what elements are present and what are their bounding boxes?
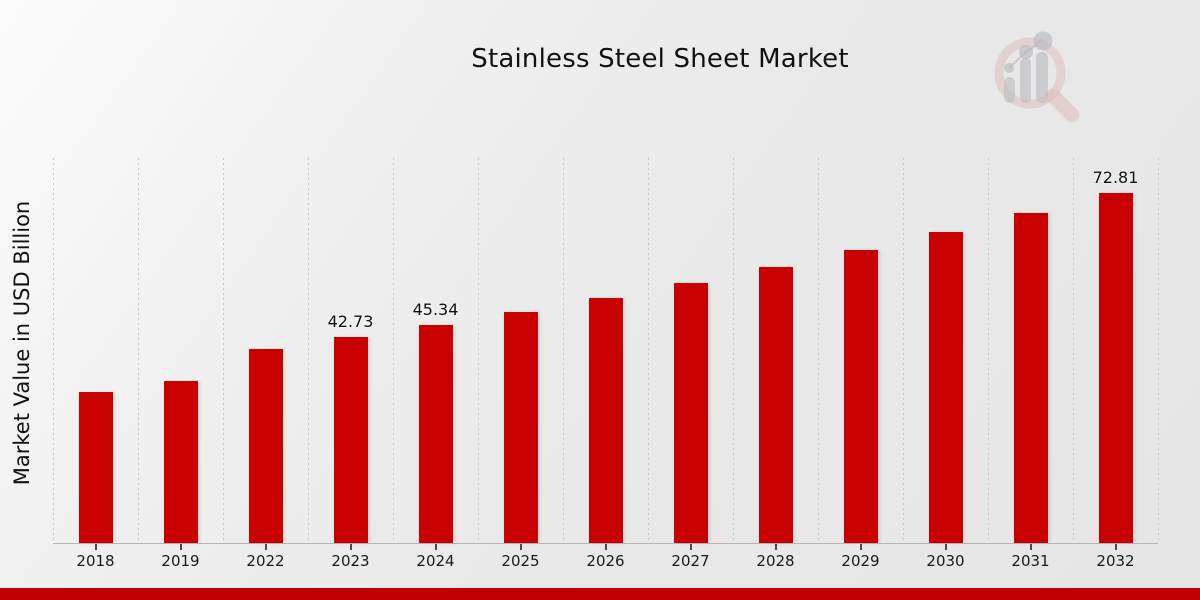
x-axis-tick	[349, 544, 352, 550]
gridline	[903, 158, 904, 543]
value-label-2023: 42.73	[327, 312, 374, 331]
gridline	[1158, 158, 1159, 543]
y-axis-title: Market Value in USD Billion	[10, 200, 34, 486]
bar-2028	[758, 267, 793, 543]
footer-red-band	[0, 588, 1200, 600]
x-axis-label-2023: 2023	[331, 552, 370, 570]
x-axis-label-2030: 2030	[926, 552, 965, 570]
gridline	[648, 158, 649, 543]
gridline	[393, 158, 394, 543]
x-axis-tick	[604, 544, 607, 550]
gridline	[818, 158, 819, 543]
gridline	[53, 158, 54, 543]
bar-2025	[503, 312, 538, 543]
x-axis-label-2027: 2027	[671, 552, 710, 570]
bar-2027	[673, 283, 708, 543]
x-axis-tick	[434, 544, 437, 550]
bar-2029	[843, 250, 878, 543]
gridline	[563, 158, 564, 543]
bar-2019	[163, 381, 198, 543]
x-axis-label-2022: 2022	[246, 552, 285, 570]
brand-logo	[994, 31, 1080, 123]
x-axis-tick	[944, 544, 947, 550]
bar-2031	[1013, 213, 1048, 543]
x-axis-label-2025: 2025	[501, 552, 540, 570]
gridline	[223, 158, 224, 543]
gridline	[138, 158, 139, 543]
value-label-2024: 45.34	[412, 300, 459, 319]
x-axis-label-2024: 2024	[416, 552, 455, 570]
x-axis-label-2029: 2029	[841, 552, 880, 570]
bar-2022	[248, 349, 283, 543]
value-label-2032: 72.81	[1092, 168, 1139, 187]
magnifier-bar-chart-icon	[994, 31, 1080, 123]
x-axis-tick	[689, 544, 692, 550]
x-axis-label-2031: 2031	[1011, 552, 1050, 570]
x-axis-label-2019: 2019	[161, 552, 200, 570]
x-axis-label-2028: 2028	[756, 552, 795, 570]
bar-2030	[928, 232, 963, 543]
x-axis-line	[53, 543, 1158, 544]
bar-2018	[78, 392, 113, 543]
x-axis-tick	[264, 544, 267, 550]
bar-2026	[588, 298, 623, 543]
bar-2023	[333, 337, 368, 543]
x-axis-tick	[859, 544, 862, 550]
x-axis-label-2018: 2018	[76, 552, 115, 570]
x-axis-tick	[94, 544, 97, 550]
bar-2032	[1098, 193, 1133, 543]
x-axis-tick	[1029, 544, 1032, 550]
bar-2024	[418, 325, 453, 543]
gridline	[988, 158, 989, 543]
gridline	[308, 158, 309, 543]
x-axis-tick	[179, 544, 182, 550]
plot-area: 2018 2019 2022 2023 42.73 2024 45.34 2025 2026 20…	[53, 158, 1159, 570]
x-axis-tick	[519, 544, 522, 550]
gridline	[1073, 158, 1074, 543]
x-axis-tick	[774, 544, 777, 550]
x-axis-label-2026: 2026	[586, 552, 625, 570]
x-axis-tick	[1114, 544, 1117, 550]
chart-title: Stainless Steel Sheet Market	[471, 44, 849, 74]
gridline	[733, 158, 734, 543]
x-axis-label-2032: 2032	[1096, 552, 1135, 570]
gridline	[478, 158, 479, 543]
